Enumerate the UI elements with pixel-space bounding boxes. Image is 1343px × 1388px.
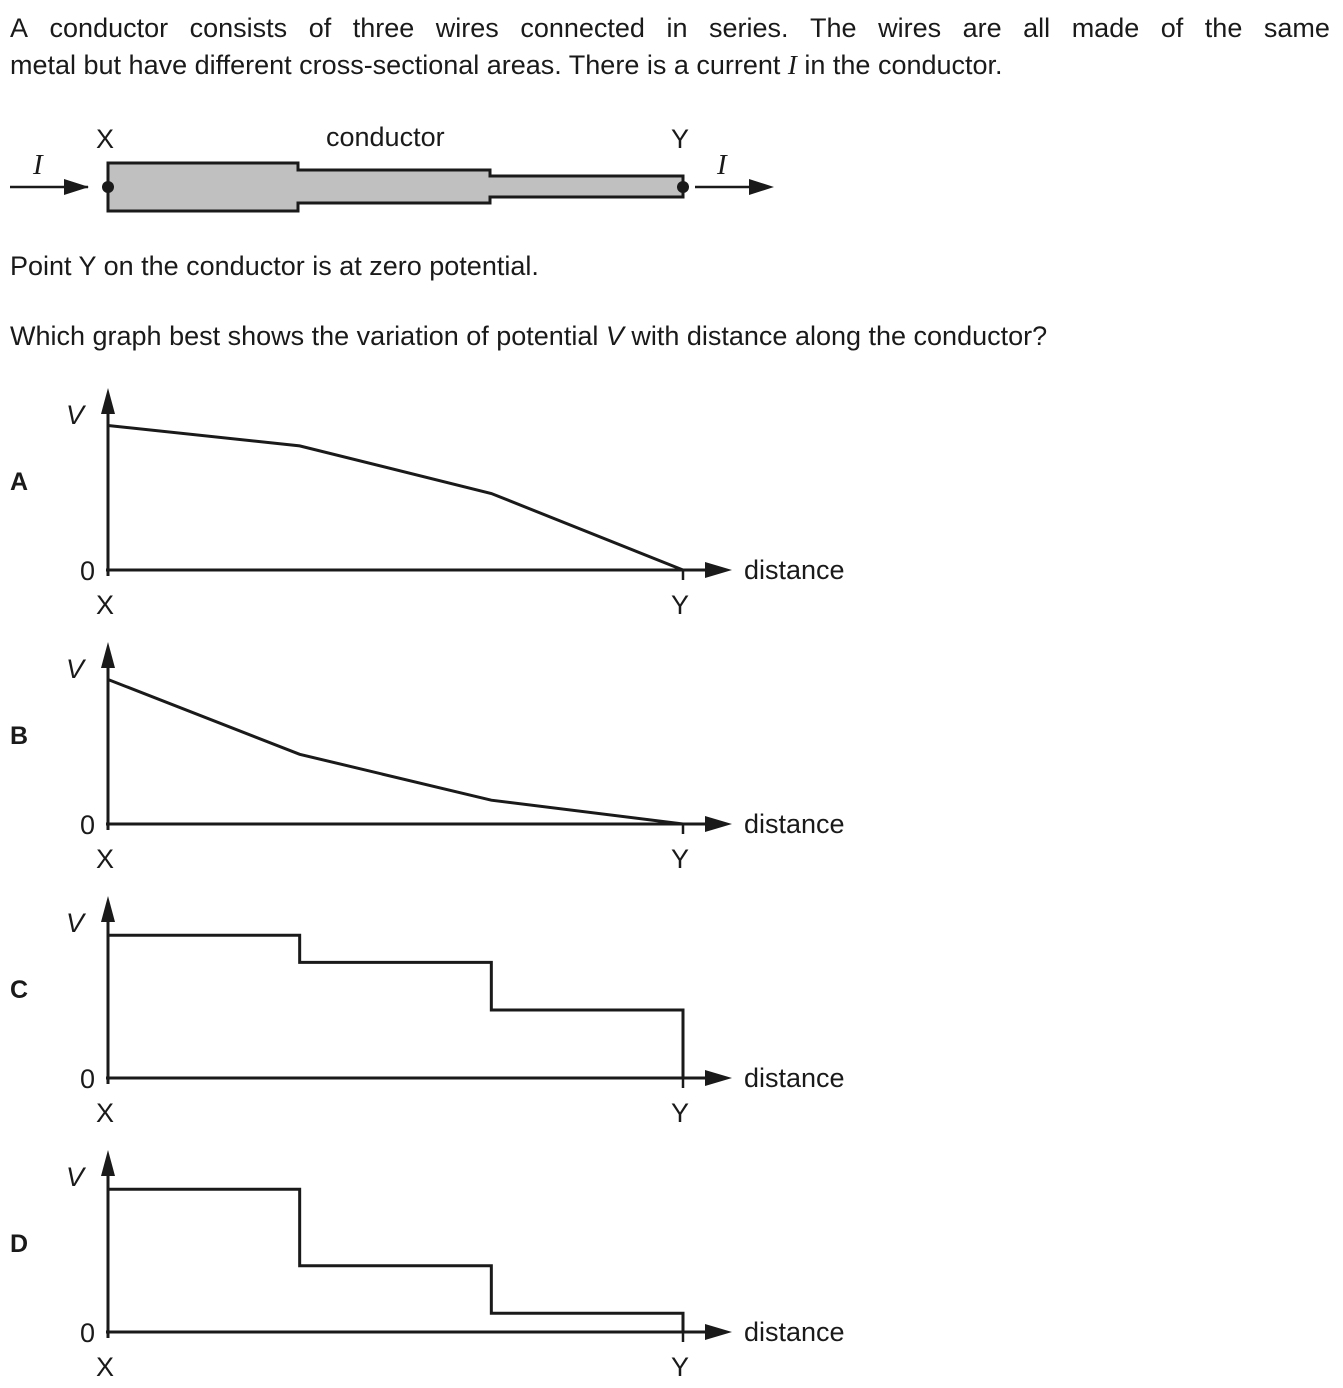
question-word: the (1204, 13, 1243, 43)
graph-option-c: C V 0 distance X Y (10, 896, 845, 1128)
y-axis-label: V (66, 400, 87, 430)
conductor-figure: I I X Y conductor (10, 122, 774, 213)
conductor-label-x: X (96, 124, 114, 154)
potential-curve (107, 424, 684, 572)
x-start-label: X (96, 590, 114, 620)
option-letter: D (10, 1230, 28, 1258)
potential-curve (108, 1187, 685, 1332)
y-axis-arrowhead (101, 642, 115, 668)
origin-label: 0 (80, 1318, 95, 1348)
current-out-label: I (716, 149, 728, 181)
question-word: wires (435, 13, 499, 43)
origin-label: 0 (80, 810, 95, 840)
current-symbol: I (787, 50, 797, 80)
graph-option-b: B V 0 distance X Y (10, 642, 845, 874)
graph-prompt-end: with distance along the conductor? (623, 321, 1048, 351)
y-axis-arrowhead (101, 896, 115, 922)
x-axis-arrowhead (705, 1324, 732, 1340)
question-word: series. (708, 13, 789, 43)
x-end-label: Y (671, 1352, 689, 1382)
x-axis-arrowhead (705, 1070, 732, 1086)
conductor-label: conductor (326, 122, 445, 152)
question-word: wires (878, 13, 942, 43)
point-x-dot (102, 181, 114, 193)
question-word: conductor (49, 13, 169, 43)
graph-option-d: D V 0 distance X Y (10, 1150, 845, 1382)
question-word: A (10, 13, 29, 43)
y-axis-label: V (66, 908, 87, 938)
x-axis-label: distance (744, 1063, 845, 1093)
option-letter: A (10, 468, 28, 496)
y-axis-label: V (66, 1162, 87, 1192)
question-word: of (1160, 13, 1184, 43)
y-axis-arrowhead (101, 388, 115, 414)
question-word: The (810, 13, 857, 43)
x-end-label: Y (671, 844, 689, 874)
origin-label: 0 (80, 556, 95, 586)
current-in-label: I (32, 149, 44, 181)
potential-curve (107, 678, 684, 826)
x-start-label: X (96, 844, 114, 874)
question-word: same (1263, 13, 1330, 43)
graph-option-a: A V 0 distance X Y (10, 388, 845, 620)
option-letter: C (10, 976, 28, 1004)
question-word: made (1071, 13, 1140, 43)
conductor-body (106, 161, 685, 213)
origin-label: 0 (80, 1064, 95, 1094)
x-start-label: X (96, 1098, 114, 1128)
y-axis-label: V (66, 654, 87, 684)
x-end-label: Y (671, 1098, 689, 1128)
graph-prompt: Which graph best shows the variation of … (10, 318, 1047, 355)
x-axis-arrowhead (705, 562, 732, 578)
current-out-arrowhead (749, 179, 774, 195)
question-line-2: metal but have different cross-sectional… (10, 47, 1003, 84)
current-in-arrowhead (64, 179, 89, 195)
x-axis-arrowhead (705, 816, 732, 832)
x-axis-label: distance (744, 555, 845, 585)
graph-prompt-start: Which graph best shows the variation of … (10, 321, 606, 351)
x-axis-label: distance (744, 1317, 845, 1347)
question-line-2-start: metal but have different cross-sectional… (10, 50, 788, 80)
option-letter: B (10, 722, 28, 750)
y-axis-arrowhead (101, 1150, 115, 1176)
question-word: are (962, 13, 1002, 43)
potential-symbol: V (605, 321, 624, 351)
question-word: of (308, 13, 332, 43)
question-word: in (666, 13, 688, 43)
conductor-label-y: Y (671, 124, 689, 154)
x-axis-label: distance (744, 809, 845, 839)
point-statement: Point Y on the conductor is at zero pote… (10, 251, 539, 281)
question-word: connected (520, 13, 645, 43)
question-word: three (352, 13, 415, 43)
question-word: all (1023, 13, 1051, 43)
x-start-label: X (96, 1352, 114, 1382)
question-line-2-end: in the conductor. (796, 50, 1003, 80)
x-end-label: Y (671, 590, 689, 620)
point-y-dot (677, 181, 689, 193)
question-word: consists (189, 13, 288, 43)
potential-curve (108, 933, 685, 1078)
